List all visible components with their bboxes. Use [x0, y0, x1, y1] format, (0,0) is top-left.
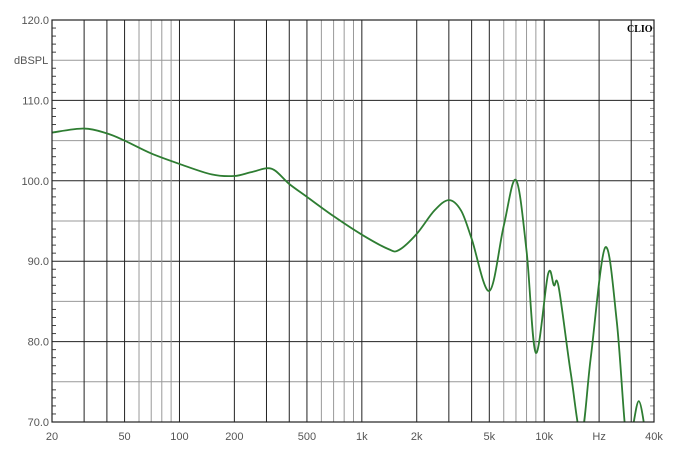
x-tick-label: 50: [118, 431, 130, 443]
x-tick-label: 20: [46, 431, 58, 443]
axis-ticks: [52, 27, 654, 415]
x-tick-label: 40k: [645, 431, 663, 443]
x-tick-label: 2k: [411, 431, 423, 443]
y-tick-label: 120.0: [21, 15, 49, 27]
clio-brand: CLIO: [627, 24, 653, 35]
x-tick-labels: 20 50 100 200 500 1k 2k 5k 10k Hz 40k: [46, 431, 663, 443]
series-layer: [52, 127, 645, 422]
y-axis-label: dBSPL: [14, 55, 48, 67]
y-tick-label: 100.0: [21, 176, 49, 188]
x-tick-label: 200: [225, 431, 243, 443]
y-tick-label: 110.0: [22, 95, 49, 107]
y-tick-label: 90.0: [28, 256, 49, 268]
x-tick-label: 1k: [356, 431, 368, 443]
plot-frame: [51, 19, 655, 423]
y-tick-label: 80.0: [28, 337, 49, 349]
x-tick-label: Hz: [592, 431, 605, 443]
x-tick-label: 5k: [483, 431, 495, 443]
y-tick-labels: 120.0 110.0 100.0 90.0 80.0 70.0: [21, 15, 49, 429]
grid: [52, 20, 654, 422]
x-tick-label: 100: [170, 431, 188, 443]
x-tick-label: 10k: [535, 431, 553, 443]
x-tick-label: 500: [298, 431, 316, 443]
y-tick-label: 70.0: [28, 417, 49, 429]
series-line-0: [52, 127, 645, 422]
